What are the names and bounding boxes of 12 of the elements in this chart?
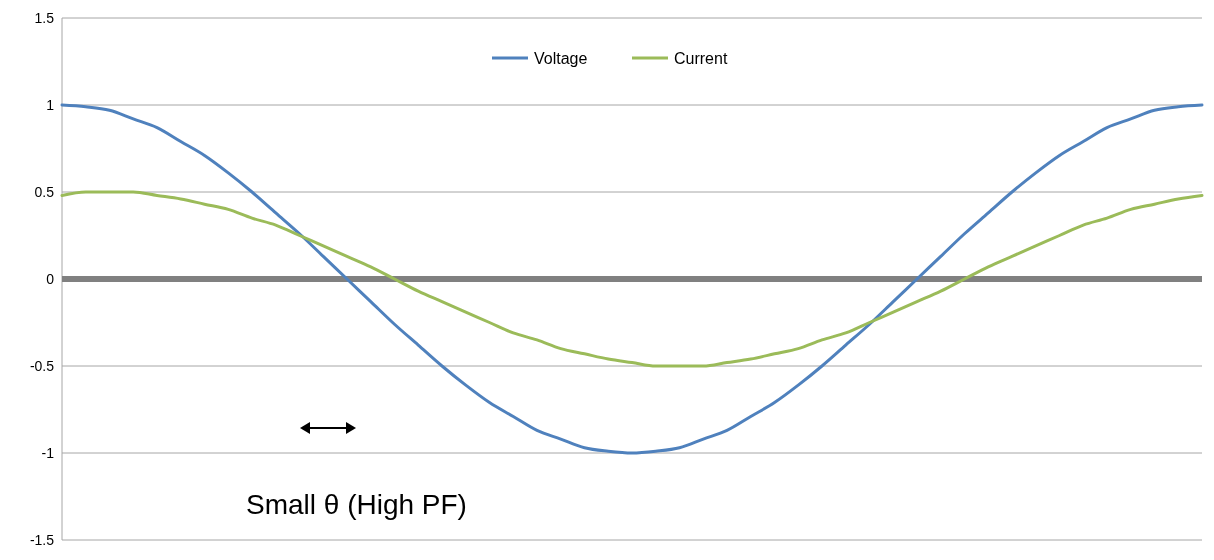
annotation: Small θ (High PF) xyxy=(246,489,467,520)
y-tick-label: -0.5 xyxy=(29,357,55,374)
y-tick-label: -1.5 xyxy=(29,531,55,548)
legend-label: Voltage xyxy=(534,49,588,67)
line-series xyxy=(60,103,1204,455)
y-tick-label: 0 xyxy=(46,270,55,287)
line-series xyxy=(60,190,1204,368)
y-tick-label: -1 xyxy=(41,444,55,461)
legend-label: Current xyxy=(674,49,728,67)
y-tick-label: 1.5 xyxy=(34,9,55,26)
y-tick-label: 0.5 xyxy=(34,183,55,200)
y-tick-label: 1 xyxy=(46,96,55,113)
